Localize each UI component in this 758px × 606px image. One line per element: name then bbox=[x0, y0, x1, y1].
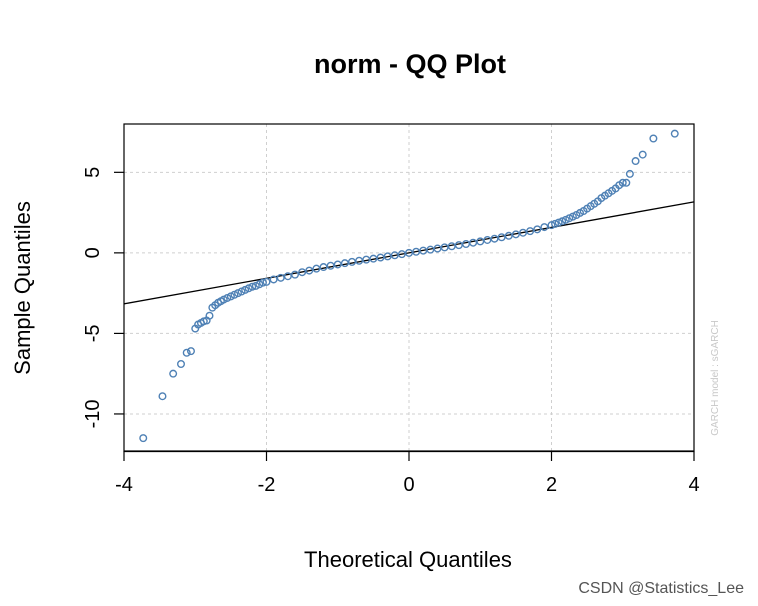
reference-line-group bbox=[123, 201, 695, 305]
data-point bbox=[519, 228, 528, 237]
data-point bbox=[618, 178, 627, 187]
data-point bbox=[490, 234, 499, 243]
data-point bbox=[326, 261, 335, 270]
x-tick-label: 4 bbox=[688, 474, 699, 496]
data-point bbox=[262, 277, 271, 286]
data-point bbox=[176, 360, 185, 369]
y-axis: 5 0 -5 -10 bbox=[82, 167, 124, 428]
y-tick-label: -5 bbox=[82, 325, 104, 343]
credit-text: CSDN @Statistics_Lee bbox=[578, 580, 744, 597]
reference-line bbox=[123, 201, 695, 305]
data-point bbox=[631, 157, 640, 166]
data-point bbox=[333, 260, 342, 269]
x-tick-label: -4 bbox=[115, 474, 133, 496]
data-point bbox=[158, 392, 167, 401]
data-point bbox=[540, 223, 549, 232]
grid-lines bbox=[124, 124, 694, 451]
chart-title: norm - QQ Plot bbox=[314, 49, 506, 79]
data-point bbox=[205, 311, 214, 320]
data-point bbox=[397, 250, 406, 259]
x-tick-label: -2 bbox=[258, 474, 276, 496]
y-axis-label: Sample Quantiles bbox=[10, 201, 35, 375]
data-point bbox=[497, 233, 506, 242]
data-points bbox=[139, 129, 679, 443]
data-point bbox=[625, 169, 634, 178]
data-point bbox=[469, 238, 478, 247]
data-point bbox=[554, 218, 563, 227]
data-point bbox=[298, 268, 307, 277]
x-tick-label: 2 bbox=[546, 474, 557, 496]
data-point bbox=[622, 178, 631, 187]
y-tick-label: -10 bbox=[82, 399, 104, 428]
data-point bbox=[269, 275, 278, 284]
data-point bbox=[182, 348, 191, 357]
data-point bbox=[169, 369, 178, 378]
data-point bbox=[348, 257, 357, 266]
data-point bbox=[533, 225, 542, 234]
x-axis-label: Theoretical Quantiles bbox=[304, 547, 512, 572]
data-point bbox=[258, 278, 267, 287]
x-tick-label: 0 bbox=[403, 474, 414, 496]
data-point bbox=[649, 134, 658, 143]
data-point bbox=[305, 266, 314, 275]
data-point bbox=[638, 150, 647, 159]
data-point bbox=[476, 237, 485, 246]
data-point bbox=[551, 219, 560, 228]
data-point bbox=[291, 270, 300, 279]
data-point bbox=[319, 263, 328, 272]
data-point bbox=[462, 240, 471, 249]
data-point bbox=[511, 230, 520, 239]
data-point bbox=[454, 241, 463, 250]
data-point bbox=[248, 282, 257, 291]
watermark-text: GARCH model : sGARCH bbox=[710, 320, 721, 436]
data-point bbox=[670, 129, 679, 138]
y-tick-label: 0 bbox=[82, 247, 104, 258]
data-point bbox=[312, 264, 321, 273]
data-point bbox=[340, 259, 349, 268]
data-point bbox=[504, 231, 513, 240]
data-point bbox=[483, 235, 492, 244]
data-point bbox=[547, 221, 556, 230]
data-point bbox=[276, 273, 285, 282]
data-point bbox=[186, 347, 195, 356]
data-point bbox=[526, 227, 535, 236]
data-point bbox=[283, 272, 292, 281]
x-axis: -4 -2 0 2 4 bbox=[115, 450, 700, 496]
y-tick-label: 5 bbox=[82, 167, 104, 178]
data-point bbox=[558, 217, 567, 226]
data-point bbox=[139, 434, 148, 443]
